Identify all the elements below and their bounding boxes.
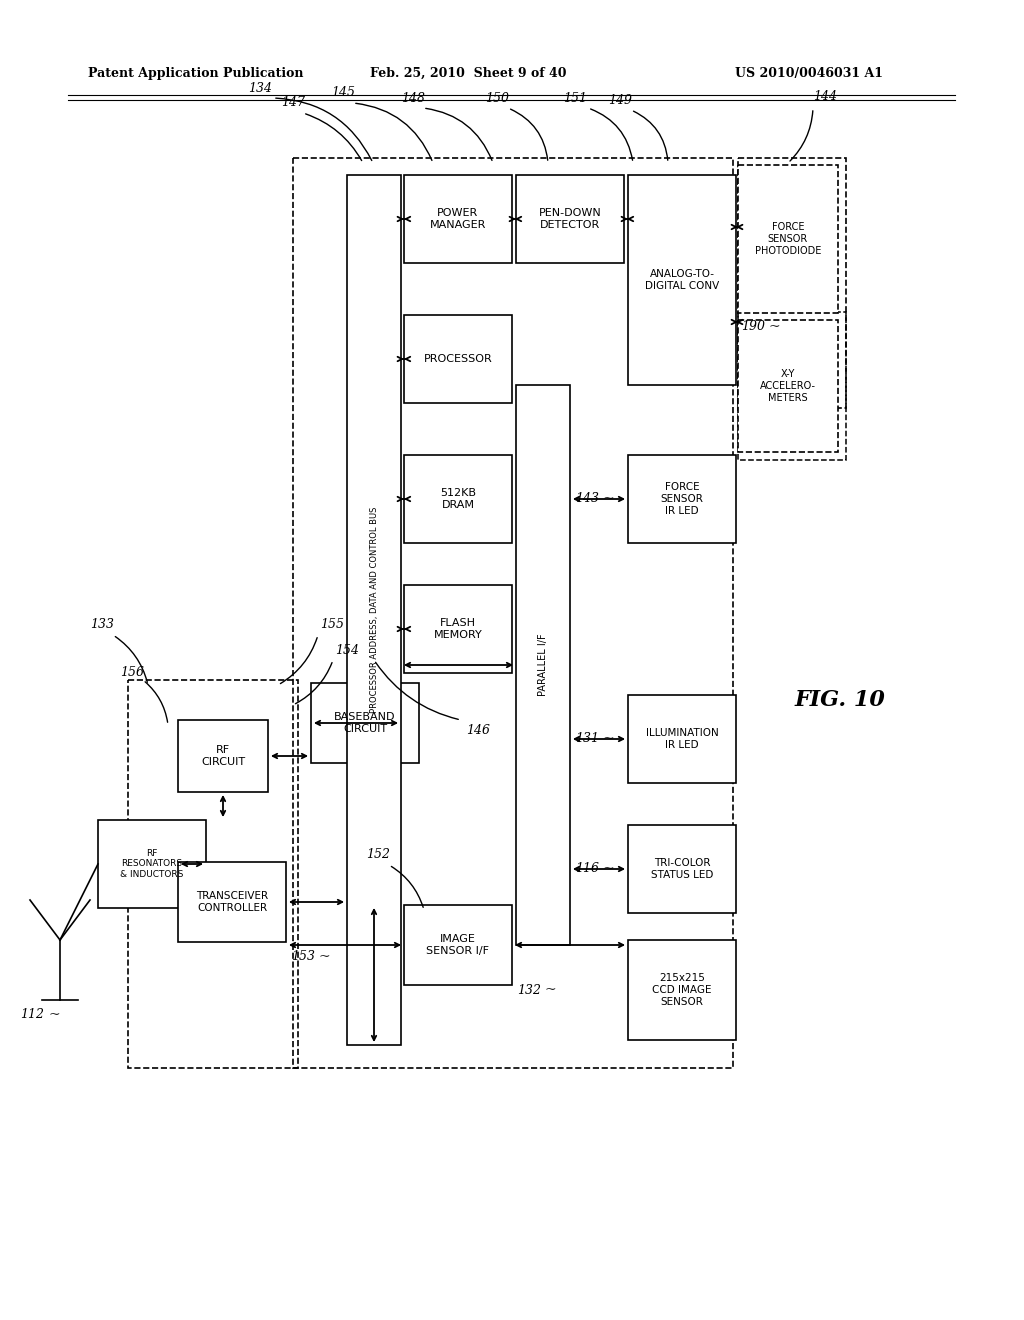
Bar bbox=[516, 385, 570, 945]
Text: FORCE
SENSOR
PHOTODIODE: FORCE SENSOR PHOTODIODE bbox=[755, 222, 821, 256]
Text: 156: 156 bbox=[120, 665, 144, 678]
Bar bbox=[404, 585, 512, 673]
Text: ~: ~ bbox=[48, 1008, 59, 1022]
Text: 112: 112 bbox=[20, 1008, 44, 1022]
Text: 116: 116 bbox=[575, 862, 599, 875]
Text: 146: 146 bbox=[466, 723, 490, 737]
Bar bbox=[98, 820, 206, 908]
Bar bbox=[178, 862, 286, 942]
Text: ~: ~ bbox=[769, 319, 780, 334]
Text: 134: 134 bbox=[248, 82, 272, 95]
Text: IMAGE
SENSOR I/F: IMAGE SENSOR I/F bbox=[427, 935, 489, 956]
Text: 153: 153 bbox=[291, 950, 315, 964]
Bar bbox=[178, 719, 268, 792]
Text: 147: 147 bbox=[281, 96, 305, 110]
Text: X-Y
ACCELERO-
METERS: X-Y ACCELERO- METERS bbox=[760, 370, 816, 403]
Bar bbox=[128, 680, 298, 1068]
Bar bbox=[404, 176, 512, 263]
Text: 148: 148 bbox=[401, 91, 425, 104]
Text: 145: 145 bbox=[331, 87, 355, 99]
Bar bbox=[628, 940, 736, 1040]
Text: FIG. 10: FIG. 10 bbox=[795, 689, 886, 711]
Text: 154: 154 bbox=[335, 644, 359, 656]
Text: BASEBAND
CIRCUIT: BASEBAND CIRCUIT bbox=[334, 713, 395, 734]
Text: Patent Application Publication: Patent Application Publication bbox=[88, 66, 303, 79]
Text: PROCESSOR: PROCESSOR bbox=[424, 354, 493, 364]
Bar bbox=[311, 682, 419, 763]
Text: 143: 143 bbox=[575, 492, 599, 506]
Text: TRI-COLOR
STATUS LED: TRI-COLOR STATUS LED bbox=[651, 858, 713, 880]
Text: PEN-DOWN
DETECTOR: PEN-DOWN DETECTOR bbox=[539, 209, 601, 230]
Text: 155: 155 bbox=[319, 619, 344, 631]
Text: RF
CIRCUIT: RF CIRCUIT bbox=[201, 746, 245, 767]
Text: ILLUMINATION
IR LED: ILLUMINATION IR LED bbox=[645, 729, 719, 750]
Bar bbox=[738, 158, 846, 408]
Bar bbox=[738, 312, 846, 459]
Text: 133: 133 bbox=[90, 619, 114, 631]
Text: 512KB
DRAM: 512KB DRAM bbox=[440, 488, 476, 510]
Bar bbox=[738, 319, 838, 451]
Text: ~: ~ bbox=[603, 733, 614, 746]
Text: 150: 150 bbox=[485, 91, 509, 104]
Text: ~: ~ bbox=[545, 983, 557, 997]
Text: 151: 151 bbox=[563, 91, 587, 104]
Text: ~: ~ bbox=[603, 492, 614, 506]
Text: ~: ~ bbox=[603, 862, 614, 876]
Bar bbox=[738, 165, 838, 313]
Bar bbox=[516, 176, 624, 263]
Text: RF
RESONATORS
& INDUCTORS: RF RESONATORS & INDUCTORS bbox=[120, 849, 183, 879]
Text: ~: ~ bbox=[319, 950, 331, 964]
Bar bbox=[293, 158, 733, 1068]
Bar bbox=[628, 455, 736, 543]
Text: PROCESSOR ADDRESS, DATA AND CONTROL BUS: PROCESSOR ADDRESS, DATA AND CONTROL BUS bbox=[370, 507, 379, 713]
Text: PARALLEL I/F: PARALLEL I/F bbox=[538, 634, 548, 697]
Text: FLASH
MEMORY: FLASH MEMORY bbox=[433, 618, 482, 640]
Bar bbox=[404, 906, 512, 985]
Text: US 2010/0046031 A1: US 2010/0046031 A1 bbox=[735, 66, 883, 79]
Text: 132: 132 bbox=[517, 983, 541, 997]
Text: 149: 149 bbox=[608, 94, 632, 107]
Text: 190: 190 bbox=[741, 321, 765, 334]
Text: TRANSCEIVER
CONTROLLER: TRANSCEIVER CONTROLLER bbox=[196, 891, 268, 913]
Bar bbox=[347, 176, 401, 1045]
Text: ANALOG-TO-
DIGITAL CONV: ANALOG-TO- DIGITAL CONV bbox=[645, 269, 719, 290]
Bar bbox=[628, 825, 736, 913]
Text: Feb. 25, 2010  Sheet 9 of 40: Feb. 25, 2010 Sheet 9 of 40 bbox=[370, 66, 566, 79]
Bar bbox=[628, 696, 736, 783]
Text: 152: 152 bbox=[366, 849, 390, 862]
Text: 131: 131 bbox=[575, 733, 599, 746]
Text: 215x215
CCD IMAGE
SENSOR: 215x215 CCD IMAGE SENSOR bbox=[652, 973, 712, 1007]
Bar bbox=[628, 176, 736, 385]
Bar bbox=[404, 315, 512, 403]
Bar bbox=[404, 455, 512, 543]
Text: FORCE
SENSOR
IR LED: FORCE SENSOR IR LED bbox=[660, 482, 703, 516]
Text: POWER
MANAGER: POWER MANAGER bbox=[430, 209, 486, 230]
Text: 144: 144 bbox=[813, 90, 837, 103]
